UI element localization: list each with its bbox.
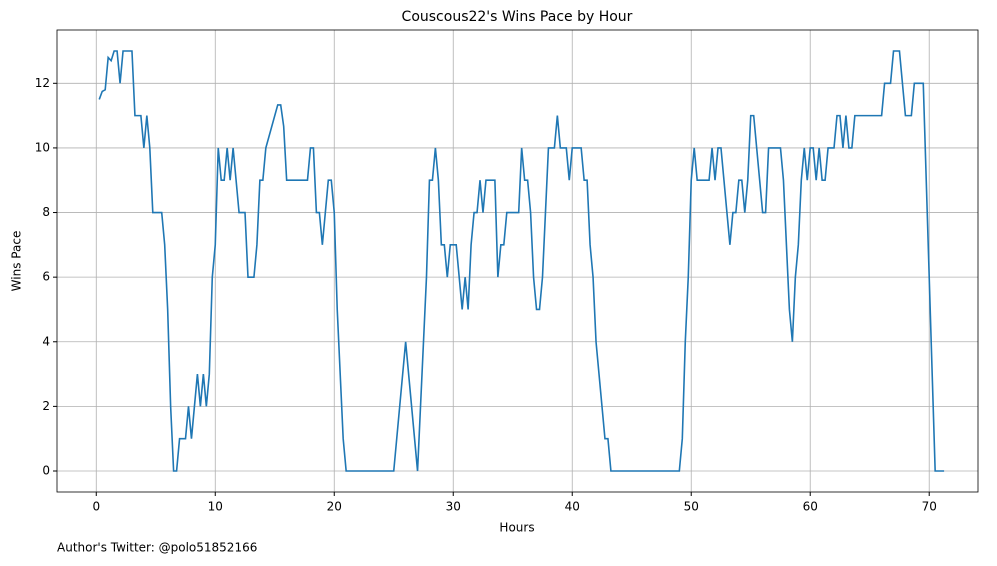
x-tick-label: 0 [92, 500, 100, 514]
y-tick-label: 10 [35, 140, 50, 154]
y-tick-label: 8 [42, 205, 50, 219]
line [98, 50, 945, 472]
x-tick-label: 40 [565, 500, 580, 514]
y-tick-label: 2 [42, 399, 50, 413]
y-axis-label: Wins Pace [10, 231, 24, 292]
x-tick-label: 70 [922, 500, 937, 514]
x-tick-label: 50 [684, 500, 699, 514]
x-tick-label: 30 [446, 500, 461, 514]
annotation: Author's Twitter: @polo51852166 [57, 541, 257, 555]
x-axis-label: Hours [499, 521, 534, 535]
plot-frame [56, 29, 979, 493]
y-tick-label: 4 [42, 334, 50, 348]
y-tick-label: 6 [42, 270, 50, 284]
y-tick-label: 12 [35, 76, 50, 90]
x-tick-label: 20 [327, 500, 342, 514]
y-tick-label: 0 [42, 464, 50, 478]
x-tick-label: 60 [803, 500, 818, 514]
x-tick-label: 10 [208, 500, 223, 514]
chart-title: Couscous22's Wins Pace by Hour [402, 9, 633, 25]
